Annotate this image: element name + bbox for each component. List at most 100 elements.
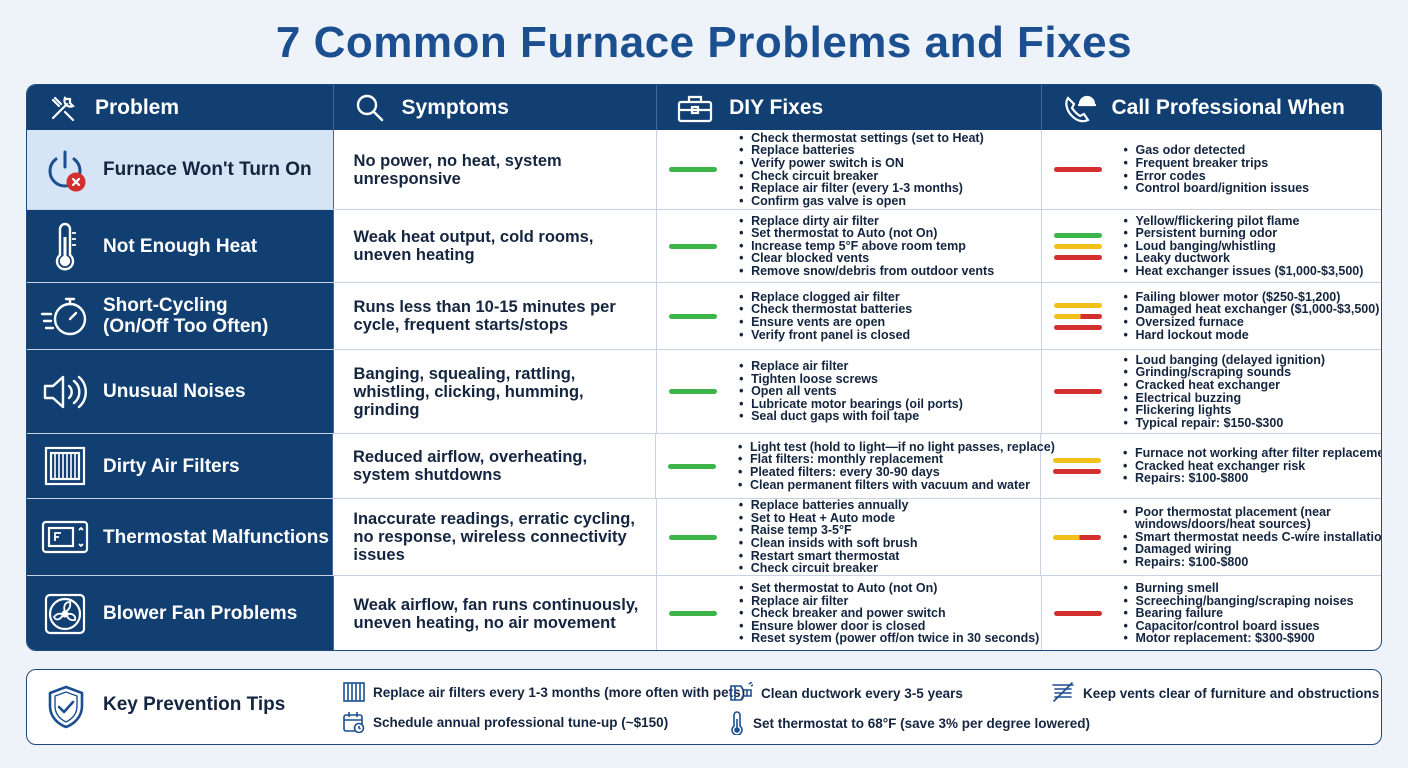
green-indicator xyxy=(669,243,718,249)
list-item: Check circuit breaker xyxy=(739,562,918,575)
speaker-icon xyxy=(43,375,87,408)
indicator-bars xyxy=(669,313,727,319)
list-item: Verify power switch is ON xyxy=(739,157,984,170)
red-indicator xyxy=(1053,324,1102,330)
problems-table: Problem Symptoms DIY Fixes Call Professi… xyxy=(26,84,1382,651)
table-header: Problem Symptoms DIY Fixes Call Professi… xyxy=(27,85,1381,130)
problem-cell: Not Enough Heat xyxy=(27,210,334,282)
tip-text: Schedule annual professional tune-up (~$… xyxy=(373,714,669,730)
symptoms-cell: Reduced airflow, overheating, system shu… xyxy=(333,434,656,498)
diy-list: Replace clogged air filter Check thermos… xyxy=(739,291,912,341)
list-item: Electrical buzzing xyxy=(1124,391,1326,405)
list-item: Grinding/scraping sounds xyxy=(1124,366,1326,379)
page-title: 7 Common Furnace Problems and Fixes xyxy=(275,18,1133,67)
list-item: Pleated filters: every 30-90 days xyxy=(738,466,1055,479)
problem-name-line: (On/Off Too Often) xyxy=(103,316,269,337)
problem-cell: Short-Cycling (On/Off Too Often) xyxy=(27,283,334,349)
red-indicator xyxy=(1053,167,1102,172)
list-item: Bearing failure xyxy=(1124,607,1354,620)
diy-list: Replace air filter Tighten loose screws … xyxy=(739,360,963,423)
indicator-bars xyxy=(1053,232,1112,260)
header-symptoms-label: Symptoms xyxy=(401,95,509,119)
list-item: Flickering lights xyxy=(1124,404,1326,417)
pro-cell: Poor thermostat placement (nearwindows/d… xyxy=(1041,499,1381,575)
pro-list: Furnace not working after filter replace… xyxy=(1123,447,1381,485)
list-item: Damaged wiring xyxy=(1123,543,1381,556)
symptoms-cell: Banging, squealing, rattling, whistling,… xyxy=(334,350,658,433)
shield-check-icon xyxy=(48,685,84,729)
header-problem-label: Problem xyxy=(95,95,180,119)
yellow-indicator xyxy=(1053,458,1101,463)
problem-cell: Dirty Air Filters xyxy=(27,434,333,498)
list-item: Raise temp 3-5°F xyxy=(739,524,918,537)
problem-name: Dirty Air Filters xyxy=(103,455,240,477)
list-item: Burning smell xyxy=(1124,582,1354,595)
list-item-line: Poor thermostat placement (near xyxy=(1135,504,1331,519)
list-item: Ensure blower door is closed xyxy=(739,620,1039,633)
list-item: Motor replacement: $300-$900 xyxy=(1124,632,1354,645)
diy-cell: Replace clogged air filter Check thermos… xyxy=(657,283,1042,349)
list-item: Smart thermostat needs C-wire installati… xyxy=(1123,531,1381,544)
list-item: Leaky ductwork xyxy=(1124,252,1364,265)
list-item-line: windows/doors/heat sources) xyxy=(1135,517,1311,532)
problem-cell: Blower Fan Problems xyxy=(27,576,334,650)
list-item: Reset system (power off/on twice in 30 s… xyxy=(739,632,1039,645)
symptoms-cell: No power, no heat, system unresponsive xyxy=(334,130,658,209)
green-indicator xyxy=(669,167,718,172)
problem-name: Blower Fan Problems xyxy=(103,603,298,624)
tip-text: Set thermostat to 68°F (save 3% per degr… xyxy=(753,715,1091,731)
red-indicator xyxy=(1053,611,1102,616)
symptoms-cell: Weak airflow, fan runs continuously, une… xyxy=(334,576,658,650)
list-item: Screeching/banging/scraping noises xyxy=(1124,595,1354,608)
list-item: Check thermostat settings (set to Heat) xyxy=(739,132,984,145)
list-item: Check breaker and power switch xyxy=(739,607,1039,620)
list-item: Open all vents xyxy=(739,385,963,398)
symptoms-cell: Weak heat output, cold rooms, uneven hea… xyxy=(334,210,658,282)
table-row: Furnace Won't Turn On No power, no heat,… xyxy=(27,130,1381,209)
power-error-icon xyxy=(48,150,86,191)
diy-cell: Replace air filter Tighten loose screws … xyxy=(657,350,1042,433)
list-item: Ensure vents are open xyxy=(739,316,912,329)
list-item: Clean insids with soft brush xyxy=(739,537,918,550)
tools-icon xyxy=(51,95,75,121)
header-diy-label: DIY Fixes xyxy=(729,95,824,119)
list-item: Replace batteries xyxy=(739,144,984,157)
tip-text: Keep vents clear of furniture and obstru… xyxy=(1083,685,1380,701)
diy-list: Set thermostat to Auto (not On) Replace … xyxy=(739,582,1039,645)
fan-icon xyxy=(44,593,86,634)
indicator-bars xyxy=(669,243,727,249)
list-item: Oversized furnace xyxy=(1124,316,1380,329)
magnifier-icon xyxy=(356,94,383,121)
yellow-indicator xyxy=(1053,243,1102,249)
list-item: Yellow/flickering pilot flame xyxy=(1124,214,1364,228)
pro-cell: Loud banging (delayed ignition) Grinding… xyxy=(1042,350,1382,433)
list-item: Persistent burning odor xyxy=(1124,227,1364,240)
list-item: Loud banging/whistling xyxy=(1124,240,1364,253)
indicator-bars xyxy=(1053,611,1112,616)
list-item: Clean permanent filters with vacuum and … xyxy=(738,478,1055,492)
symptoms-cell: Runs less than 10-15 minutes per cycle, … xyxy=(334,283,658,349)
diy-list: Light test (hold to light—if no light pa… xyxy=(738,441,1055,491)
header-pro-label: Call Professional When xyxy=(1111,95,1345,119)
red-indicator xyxy=(1053,469,1101,474)
list-item: Check circuit breaker xyxy=(739,169,984,183)
calendar-icon xyxy=(343,712,365,733)
pro-list: Yellow/flickering pilot flame Persistent… xyxy=(1124,214,1364,278)
list-item: Seal duct gaps with foil tape xyxy=(739,410,963,423)
list-item: Capacitor/control board issues xyxy=(1124,620,1354,633)
list-item: Increase temp 5°F above room temp xyxy=(739,240,994,253)
problem-name: Unusual Noises xyxy=(103,381,246,402)
list-item: Confirm gas valve is open xyxy=(739,195,984,208)
green-indicator xyxy=(669,611,718,616)
header-problem: Problem xyxy=(27,85,334,130)
toolbox-icon xyxy=(677,95,713,122)
list-item: Heat exchanger issues ($1,000-$3,500) xyxy=(1124,265,1364,278)
list-item: Poor thermostat placement (nearwindows/d… xyxy=(1123,504,1381,532)
prevention-tips-panel: Key Prevention Tips Replace air filters … xyxy=(26,669,1382,745)
diy-cell: Set thermostat to Auto (not On) Replace … xyxy=(657,576,1042,650)
vent-icon xyxy=(1052,682,1074,702)
problem-name: Short-Cycling (On/Off Too Often) xyxy=(103,295,268,337)
diy-list: Replace dirty air filter Set thermostat … xyxy=(739,214,994,278)
air-filter-icon xyxy=(44,446,86,486)
pro-list: Failing blower motor ($250-$1,200) Damag… xyxy=(1124,291,1380,341)
